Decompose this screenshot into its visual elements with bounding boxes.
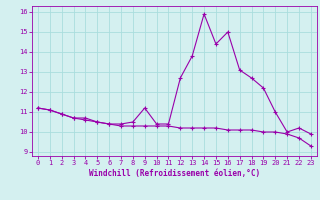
X-axis label: Windchill (Refroidissement éolien,°C): Windchill (Refroidissement éolien,°C) [89,169,260,178]
